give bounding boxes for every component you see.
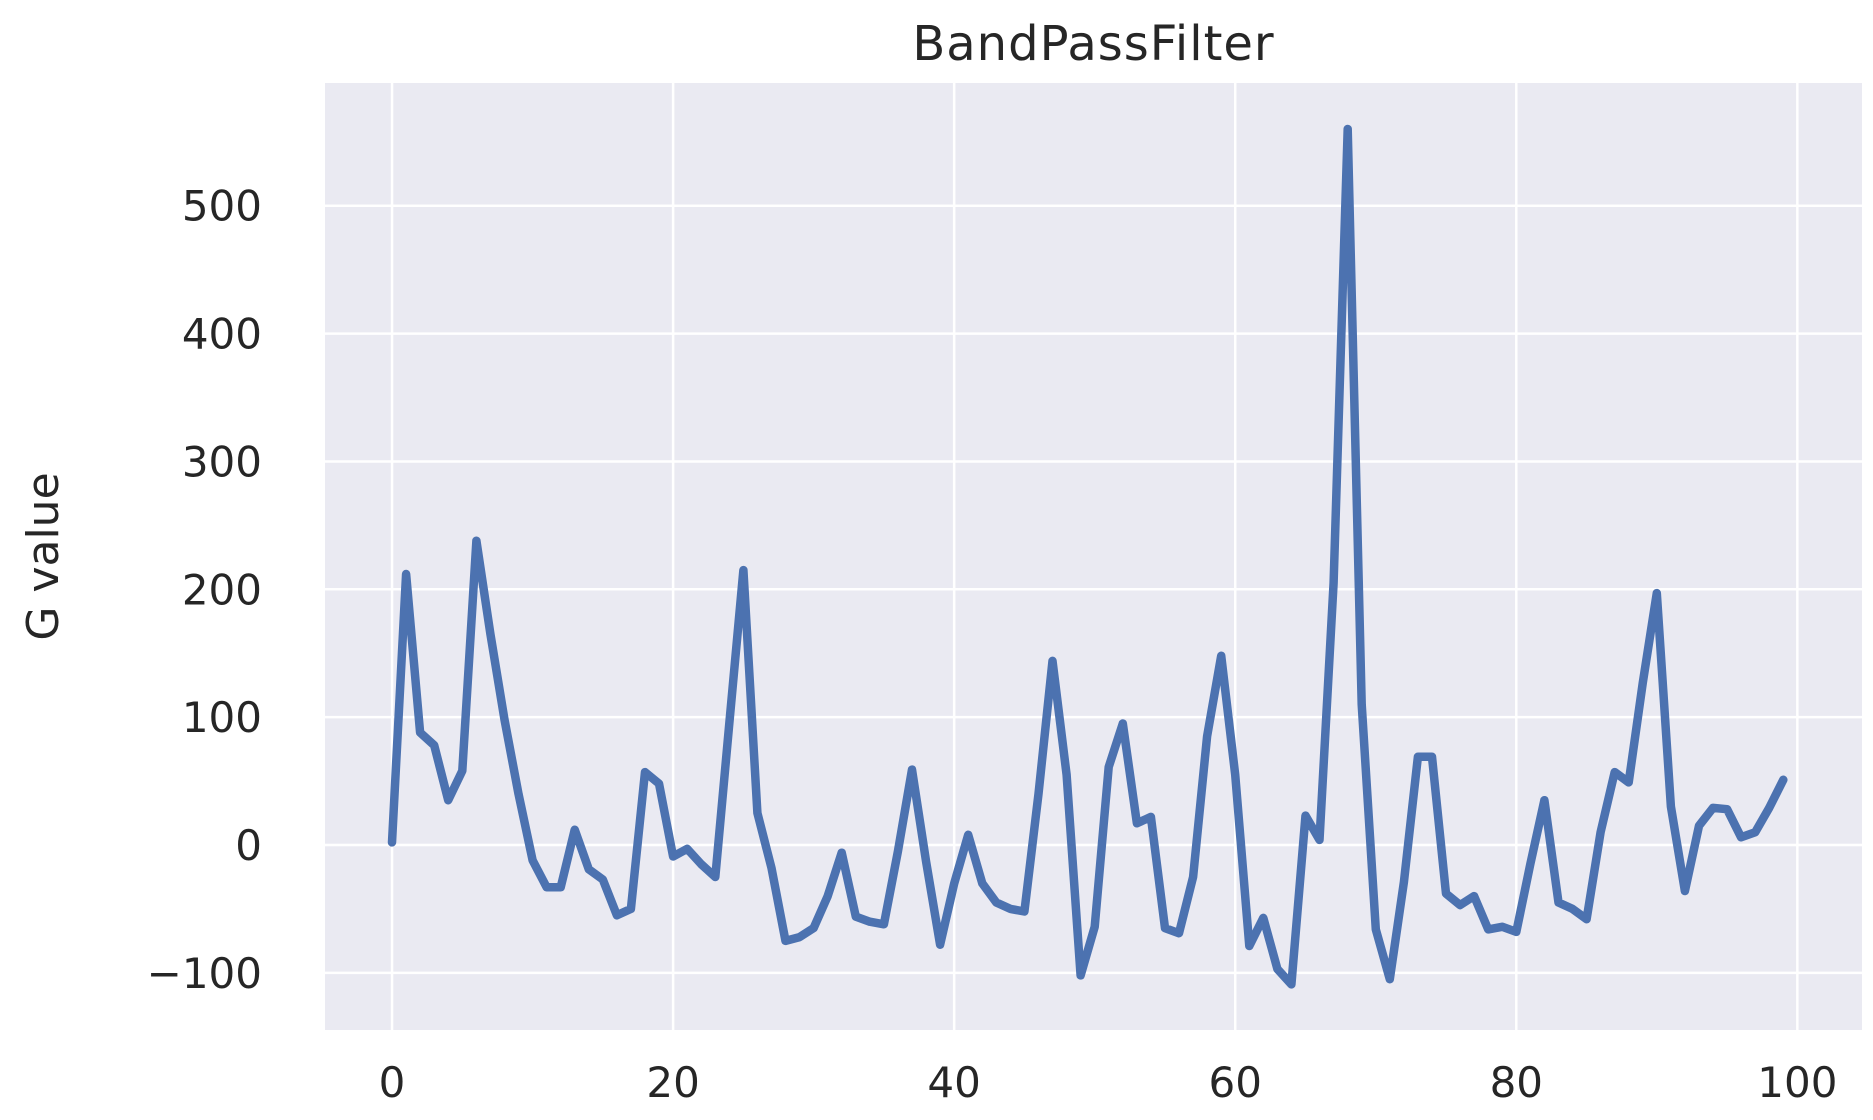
x-tick-label: 20 bbox=[646, 1058, 699, 1107]
y-tick-label: 100 bbox=[182, 693, 262, 742]
plot-area bbox=[325, 83, 1862, 1030]
x-tick-label: 0 bbox=[379, 1058, 406, 1107]
y-tick-label: 300 bbox=[182, 437, 262, 486]
x-tick-label: 100 bbox=[1757, 1058, 1837, 1107]
y-tick-label: 500 bbox=[182, 182, 262, 231]
y-tick-label: 0 bbox=[235, 821, 262, 870]
x-tick-labels: 0 20 40 60 80 100 bbox=[379, 1058, 1838, 1107]
x-tick-label: 80 bbox=[1490, 1058, 1543, 1107]
y-tick-label: 200 bbox=[182, 565, 262, 614]
x-tick-label: 40 bbox=[927, 1058, 980, 1107]
y-tick-labels: −100 0 100 200 300 400 500 bbox=[147, 182, 262, 998]
y-tick-label: −100 bbox=[147, 949, 262, 998]
x-tick-label: 60 bbox=[1209, 1058, 1262, 1107]
chart-title: BandPassFilter bbox=[912, 16, 1274, 72]
y-axis-label: G value bbox=[18, 472, 69, 640]
series-line bbox=[387, 124, 1788, 989]
y-tick-label: 400 bbox=[182, 310, 262, 359]
